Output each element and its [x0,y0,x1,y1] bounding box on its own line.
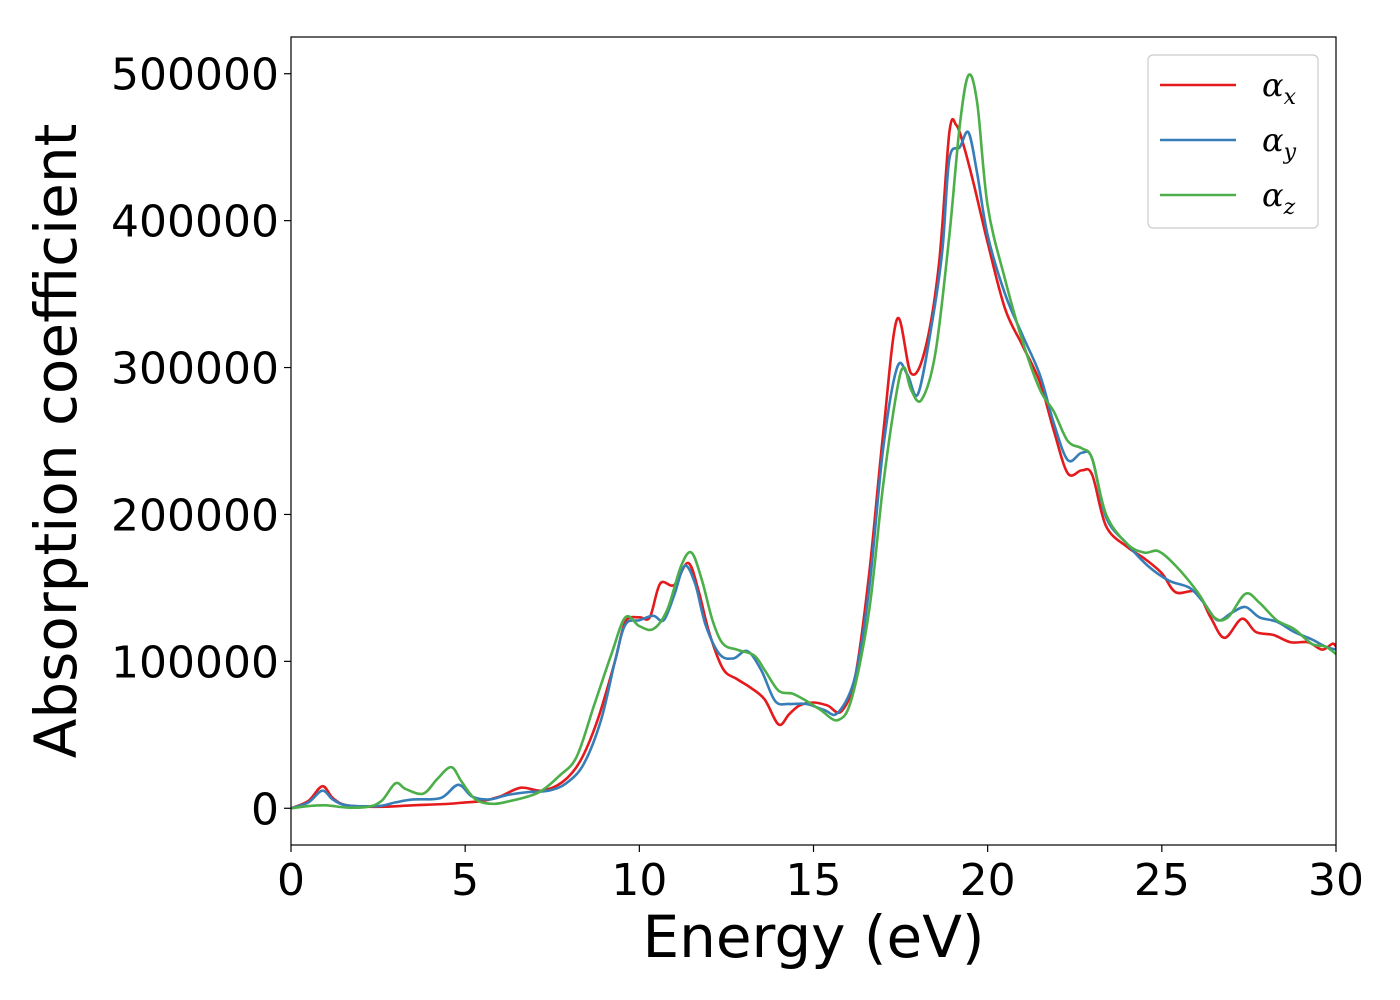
legend-box [1147,54,1319,229]
y-axis-label: Absorption coefficient [22,124,90,759]
series-line-alpha-z [291,73,1336,810]
y-tick-label: 400000 [111,197,279,248]
y-tick-label: 100000 [111,637,279,688]
y-tick-label: 300000 [111,344,279,395]
x-tick-label: 25 [1134,855,1190,906]
x-tick-label: 20 [960,855,1016,906]
x-axis-ticks: 0 5 10 15 20 25 30 [277,845,1364,906]
x-tick-label: 0 [277,855,305,906]
series-line-alpha-y [291,130,1336,810]
x-tick-label: 5 [451,855,479,906]
y-tick-label: 0 [251,784,279,835]
x-tick-label: 10 [611,855,667,906]
y-tick-label: 200000 [111,490,279,541]
y-tick-label: 500000 [111,50,279,101]
y-axis-ticks: 0 100000 200000 300000 400000 500000 [111,50,291,835]
plot-area [291,73,1336,810]
x-tick-label: 15 [786,855,842,906]
x-tick-label: 30 [1308,855,1364,906]
x-axis-label: Energy (eV) [642,903,984,971]
